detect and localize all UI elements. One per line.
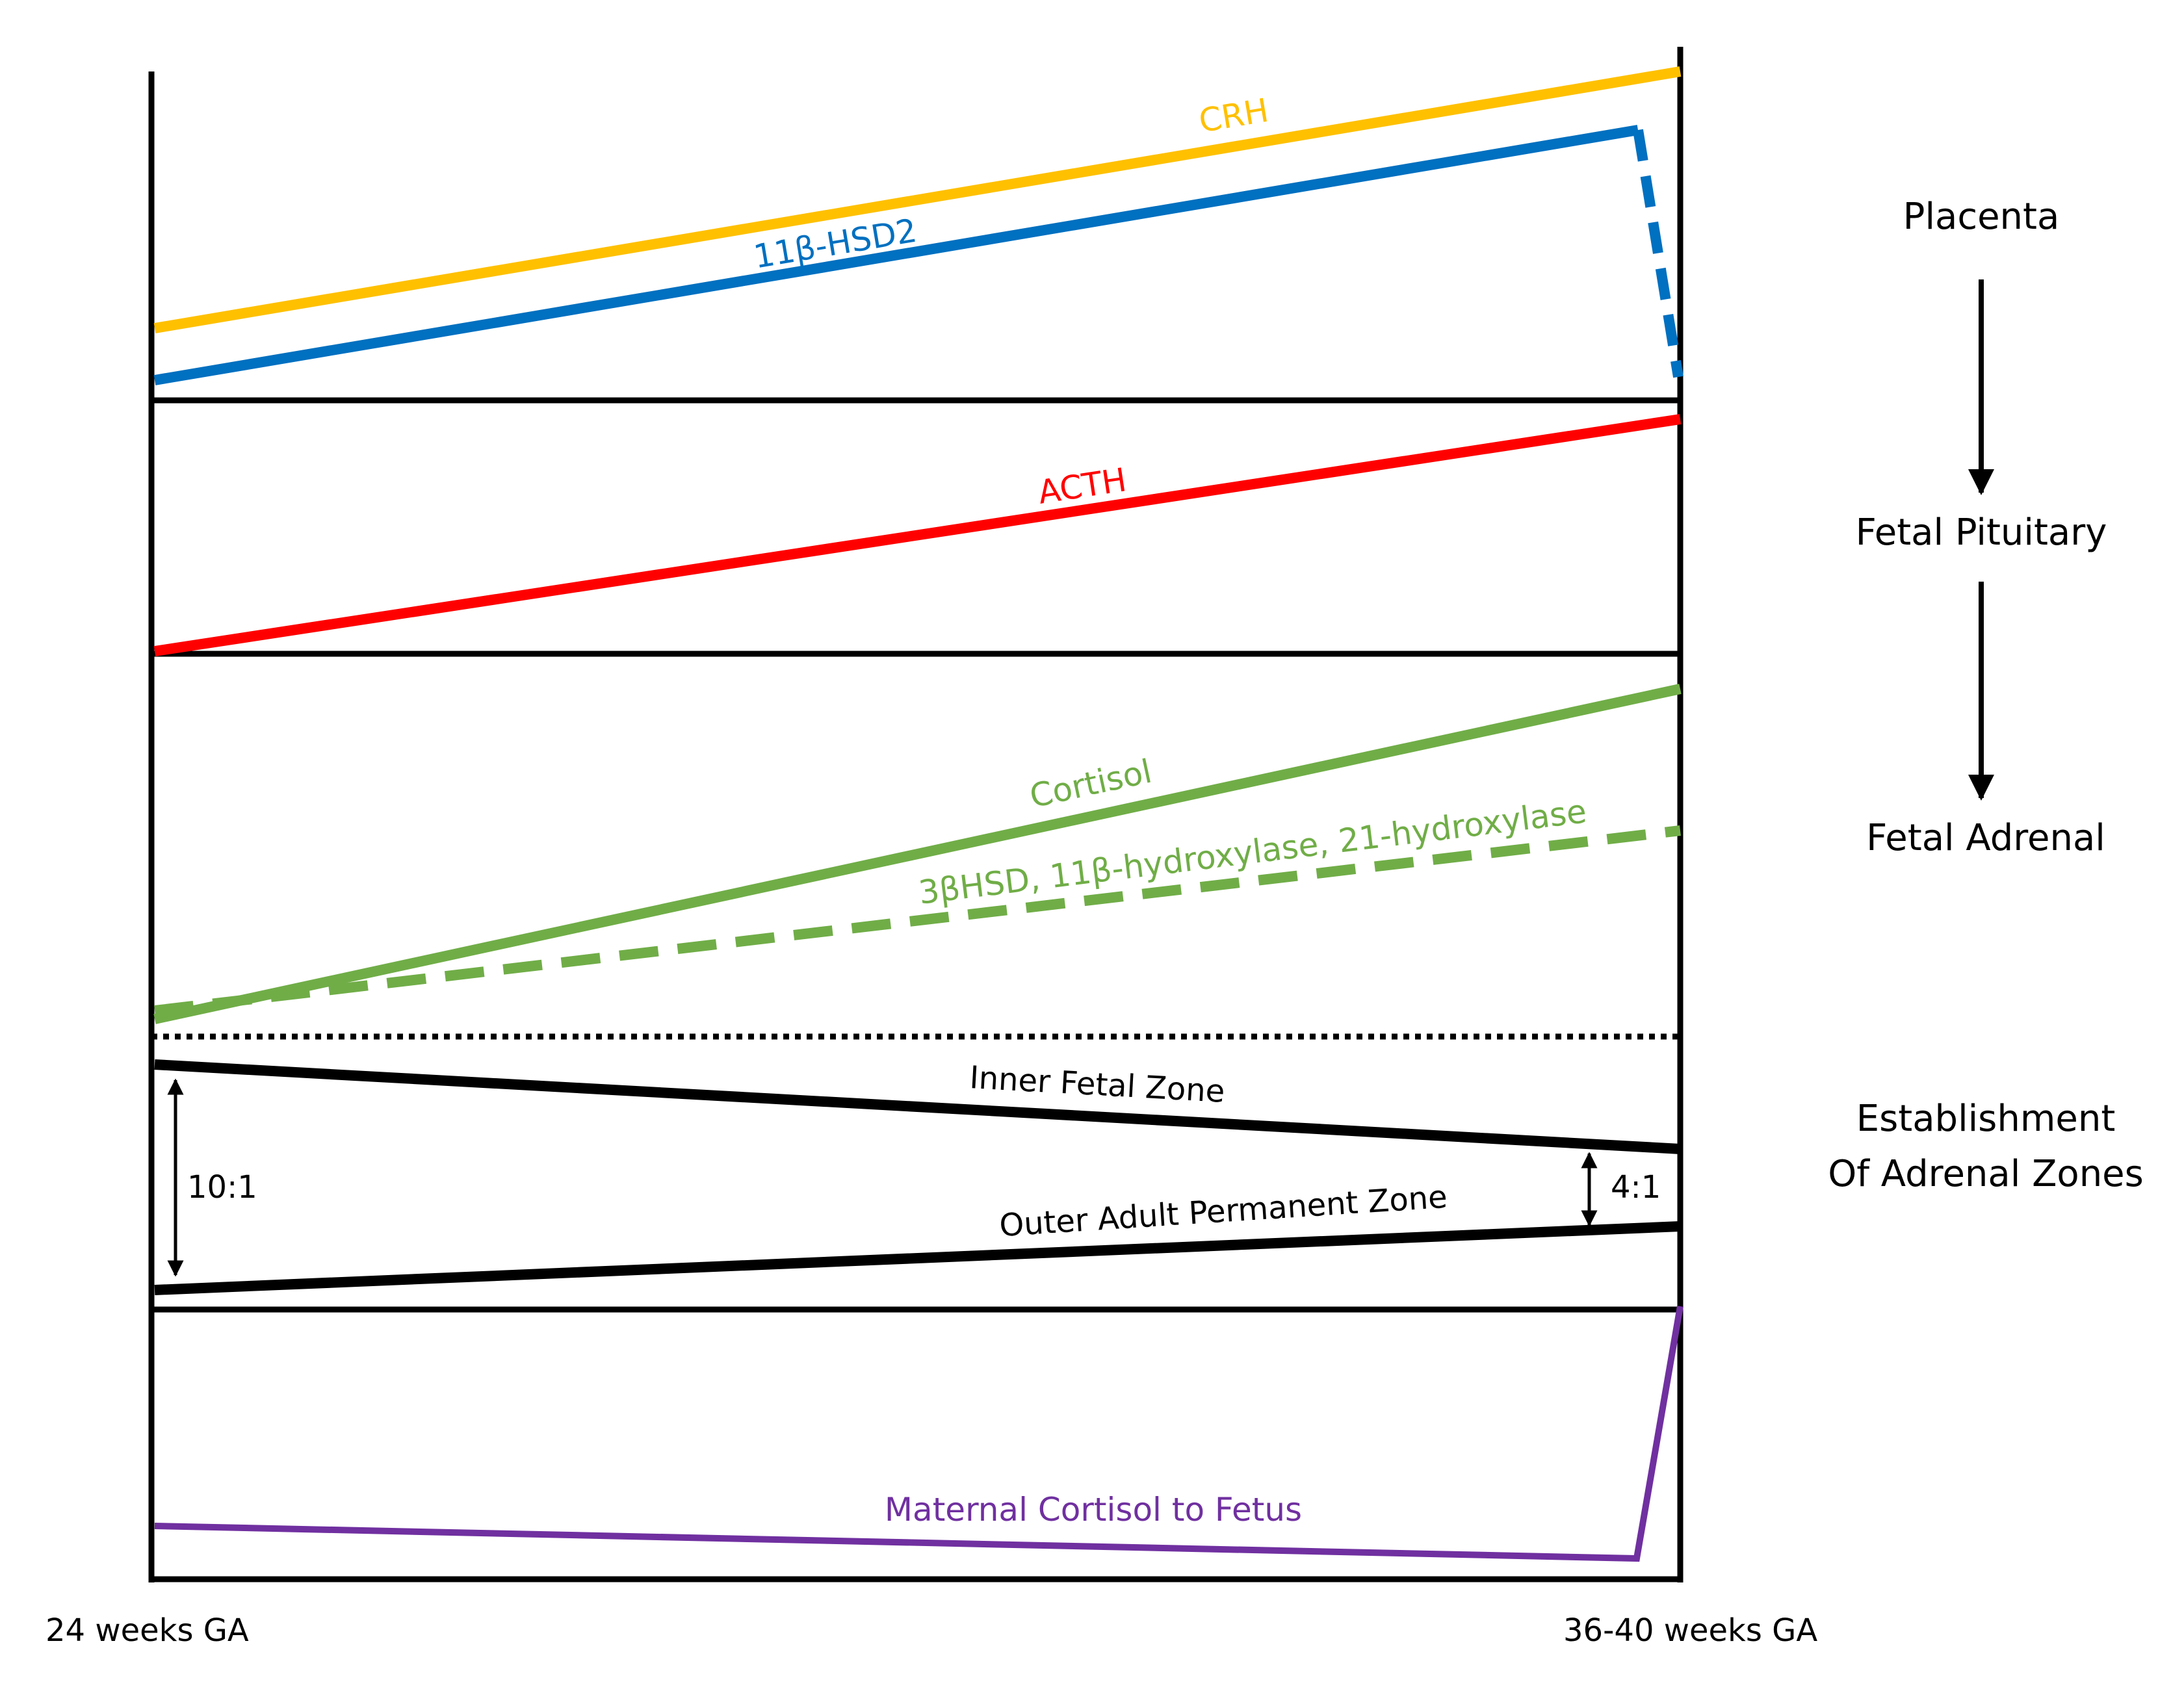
cascade-zones-line2: Of Adrenal Zones (1828, 1153, 2144, 1195)
inner-fetal-zone-line (154, 1059, 1681, 1154)
ratio-start-label: 10:1 (187, 1169, 257, 1206)
crh-label: CRH (1196, 92, 1271, 140)
enzymes-dashed-line (154, 825, 1681, 1016)
inner-fetal-zone-label: Inner Fetal Zone (968, 1059, 1226, 1110)
cascade-zones-line1: Establishment (1856, 1098, 2116, 1140)
cascade-placenta: Placenta (1903, 196, 2060, 238)
axis-start-label: 24 weeks GA (46, 1612, 249, 1649)
cascade-adrenal: Fetal Adrenal (1866, 817, 2105, 859)
cortisol-line (153, 684, 1682, 1024)
acth-line (153, 414, 1682, 656)
hsd2-drop-dashed (1633, 129, 1684, 378)
maternal-cortisol-line (154, 1306, 1684, 1562)
outer-adult-zone-line (154, 1221, 1681, 1295)
crh-line (153, 66, 1682, 333)
enzymes-label: 3βHSD, 11β-hydroxylase, 21-hydroxylase (916, 792, 1589, 912)
cascade-pituitary: Fetal Pituitary (1856, 511, 2107, 554)
ratio-end-label: 4:1 (1611, 1169, 1661, 1206)
maternal-cortisol-label: Maternal Cortisol to Fetus (885, 1491, 1302, 1529)
axis-end-label: 36-40 weeks GA (1563, 1612, 1817, 1649)
hsd2-line (153, 125, 1639, 385)
